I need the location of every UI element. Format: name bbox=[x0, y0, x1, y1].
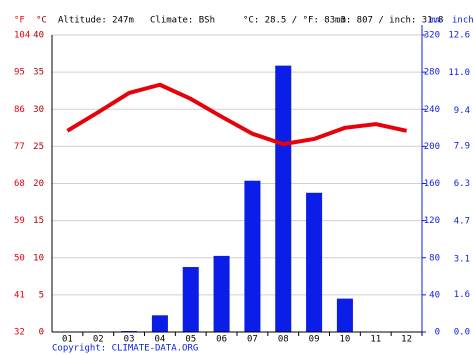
y-tick-label: 20 bbox=[33, 179, 44, 189]
y3-tick-label: 77 bbox=[14, 142, 25, 152]
y4-tick-label: 1.6 bbox=[454, 290, 470, 300]
y2-tick-label: 240 bbox=[424, 105, 440, 115]
precipitation-bar bbox=[275, 65, 292, 333]
copyright: Copyright: CLIMATE-DATA.ORG bbox=[52, 344, 198, 354]
annotation: Climate: BSh bbox=[150, 16, 215, 26]
precipitation-bar bbox=[306, 192, 323, 332]
temperature-line bbox=[66, 82, 408, 147]
y3-tick-label: 95 bbox=[14, 68, 25, 78]
x-tick-label: 08 bbox=[278, 335, 289, 345]
y2-tick-label: 0 bbox=[435, 328, 440, 338]
x-tick-label: 07 bbox=[247, 335, 258, 345]
y-tick-label: 0 bbox=[39, 328, 44, 338]
precipitation-bar bbox=[213, 255, 230, 332]
x-tick-label: 04 bbox=[154, 335, 165, 345]
y4-tick-label: 6.3 bbox=[454, 179, 470, 189]
y3-tick-label: 59 bbox=[14, 216, 25, 226]
y-tick-label: 15 bbox=[33, 216, 44, 226]
celsius-label: °C bbox=[36, 16, 47, 26]
y4-tick-label: 9.4 bbox=[454, 106, 470, 116]
x-tick-label: 11 bbox=[370, 335, 381, 345]
y3-tick-label: 86 bbox=[14, 105, 25, 115]
x-tick-label: 03 bbox=[124, 335, 135, 345]
annotation: Altitude: 247m bbox=[58, 16, 134, 26]
y2-tick-label: 280 bbox=[424, 68, 440, 78]
x-tick-label: 01 bbox=[62, 335, 73, 345]
precipitation-bar bbox=[182, 267, 199, 332]
y2-tick-label: 320 bbox=[424, 31, 440, 41]
y4-tick-label: 0.0 bbox=[454, 328, 470, 338]
y4-tick-label: 12.6 bbox=[448, 31, 470, 41]
annotation: °C: 28.5 / °F: 83.3 bbox=[243, 16, 346, 26]
y2-tick-label: 40 bbox=[429, 290, 440, 300]
precipitation-bar bbox=[151, 315, 168, 332]
y2-tick-label: 80 bbox=[429, 253, 440, 263]
fahrenheit-label: °F bbox=[14, 16, 25, 26]
y4-tick-label: 7.9 bbox=[454, 141, 470, 151]
y-tick-label: 10 bbox=[33, 253, 44, 263]
y4-tick-label: 4.7 bbox=[454, 217, 470, 227]
y3-tick-label: 50 bbox=[14, 253, 25, 263]
y2-tick-label: 160 bbox=[424, 179, 440, 189]
x-tick-label: 05 bbox=[185, 335, 196, 345]
x-tick-label: 10 bbox=[339, 335, 350, 345]
x-tick-label: 09 bbox=[309, 335, 320, 345]
inch-label: inch bbox=[452, 16, 474, 26]
y-tick-label: 35 bbox=[33, 68, 44, 78]
x-tick-label: 02 bbox=[93, 335, 104, 345]
y4-tick-label: 11.0 bbox=[448, 68, 470, 78]
y-tick-label: 40 bbox=[33, 31, 44, 41]
precipitation-bar bbox=[244, 180, 261, 332]
y2-tick-label: 120 bbox=[424, 216, 440, 226]
y3-tick-label: 104 bbox=[14, 31, 30, 41]
y3-tick-label: 41 bbox=[14, 290, 25, 300]
y3-tick-label: 68 bbox=[14, 179, 25, 189]
y-tick-label: 30 bbox=[33, 105, 44, 115]
x-tick-label: 12 bbox=[401, 335, 412, 345]
y-tick-label: 25 bbox=[33, 142, 44, 152]
y2-tick-label: 200 bbox=[424, 142, 440, 152]
y3-tick-label: 32 bbox=[14, 328, 25, 338]
y-tick-label: 5 bbox=[39, 290, 44, 300]
y4-tick-label: 3.1 bbox=[454, 254, 470, 264]
precipitation-bar bbox=[336, 298, 353, 332]
x-tick-label: 06 bbox=[216, 335, 227, 345]
annotation: mm: 807 / inch: 31.8 bbox=[335, 16, 443, 26]
mm-label: mm bbox=[430, 16, 441, 26]
